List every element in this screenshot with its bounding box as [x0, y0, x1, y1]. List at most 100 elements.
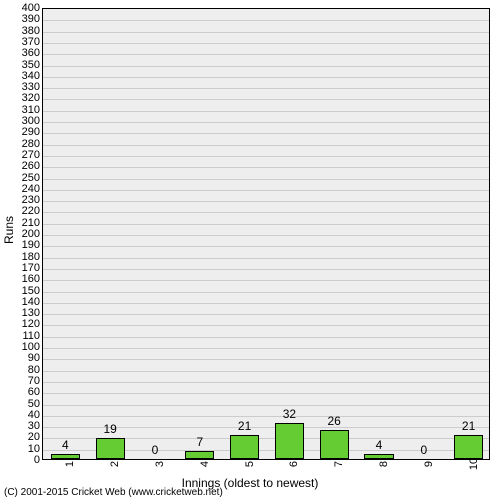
bar	[230, 435, 259, 459]
gridline	[43, 145, 489, 146]
gridline	[43, 224, 489, 225]
gridline	[43, 66, 489, 67]
bar	[185, 451, 214, 459]
y-tick-label: 150	[10, 285, 40, 297]
gridline	[43, 280, 489, 281]
y-tick-label: 0	[10, 454, 40, 466]
y-tick-label: 190	[10, 239, 40, 251]
gridline	[43, 167, 489, 168]
gridline	[43, 179, 489, 180]
y-tick-label: 320	[10, 92, 40, 104]
x-tick-label: 4	[199, 461, 211, 467]
y-tick-label: 110	[10, 330, 40, 342]
gridline	[43, 235, 489, 236]
y-tick-label: 240	[10, 183, 40, 195]
gridline	[43, 32, 489, 33]
bar-value-label: 4	[376, 438, 383, 452]
gridline	[43, 359, 489, 360]
gridline	[43, 337, 489, 338]
y-tick-label: 200	[10, 228, 40, 240]
y-tick-label: 340	[10, 70, 40, 82]
y-tick-label: 220	[10, 205, 40, 217]
y-tick-label: 280	[10, 138, 40, 150]
gridline	[43, 201, 489, 202]
y-tick-label: 270	[10, 149, 40, 161]
y-tick-label: 100	[10, 341, 40, 353]
y-tick-label: 250	[10, 172, 40, 184]
y-tick-label: 140	[10, 296, 40, 308]
y-tick-label: 60	[10, 386, 40, 398]
y-tick-label: 30	[10, 420, 40, 432]
y-tick-label: 370	[10, 36, 40, 48]
x-tick-label: 5	[244, 461, 256, 467]
y-tick-label: 260	[10, 160, 40, 172]
y-tick-label: 130	[10, 307, 40, 319]
y-tick-label: 80	[10, 364, 40, 376]
gridline	[43, 20, 489, 21]
gridline	[43, 269, 489, 270]
gridline	[43, 133, 489, 134]
gridline	[43, 393, 489, 394]
gridline	[43, 156, 489, 157]
bars-layer: 419072132264021	[43, 9, 489, 459]
gridline	[43, 190, 489, 191]
y-tick-label: 300	[10, 115, 40, 127]
gridline	[43, 382, 489, 383]
y-tick-label: 230	[10, 194, 40, 206]
gridline	[43, 99, 489, 100]
y-tick-label: 160	[10, 273, 40, 285]
bar	[320, 430, 349, 459]
gridline	[43, 54, 489, 55]
y-tick-label: 180	[10, 251, 40, 263]
bar	[51, 454, 80, 459]
gridline	[43, 77, 489, 78]
y-tick-label: 210	[10, 217, 40, 229]
x-tick-label: 1	[64, 461, 76, 467]
y-tick-label: 170	[10, 262, 40, 274]
x-tick-label: 10	[468, 458, 480, 470]
x-tick-label: 6	[288, 461, 300, 467]
y-tick-label: 330	[10, 81, 40, 93]
gridline	[43, 314, 489, 315]
gridline	[43, 246, 489, 247]
x-tick-label: 2	[109, 461, 121, 467]
y-tick-label: 360	[10, 47, 40, 59]
bar-value-label: 4	[62, 438, 69, 452]
x-tick-label: 8	[378, 461, 390, 467]
bar-value-label: 0	[152, 443, 159, 457]
y-tick-label: 10	[10, 443, 40, 455]
gridline	[43, 348, 489, 349]
y-tick-label: 380	[10, 25, 40, 37]
y-tick-label: 70	[10, 375, 40, 387]
gridline	[43, 303, 489, 304]
bar	[96, 438, 125, 459]
gridline	[43, 325, 489, 326]
bar-value-label: 19	[104, 422, 117, 436]
chart-plot-area: 419072132264021	[42, 8, 490, 460]
gridline	[43, 416, 489, 417]
bar-value-label: 0	[420, 443, 427, 457]
y-tick-label: 90	[10, 352, 40, 364]
bar	[454, 435, 483, 459]
gridline	[43, 111, 489, 112]
gridline	[43, 405, 489, 406]
x-tick-label: 3	[154, 461, 166, 467]
bar-value-label: 21	[238, 419, 251, 433]
y-tick-label: 50	[10, 398, 40, 410]
bar-value-label: 32	[283, 407, 296, 421]
gridline	[43, 258, 489, 259]
gridline	[43, 292, 489, 293]
y-tick-label: 40	[10, 409, 40, 421]
gridline	[43, 371, 489, 372]
y-tick-label: 290	[10, 126, 40, 138]
gridline	[43, 212, 489, 213]
bar-value-label: 21	[462, 419, 475, 433]
y-tick-label: 20	[10, 431, 40, 443]
bar	[364, 454, 393, 459]
y-tick-label: 400	[10, 2, 40, 14]
copyright-footer: (C) 2001-2015 Cricket Web (www.cricketwe…	[4, 487, 223, 498]
x-tick-label: 7	[333, 461, 345, 467]
gridline	[43, 43, 489, 44]
bar-value-label: 26	[328, 414, 341, 428]
y-tick-label: 390	[10, 13, 40, 25]
